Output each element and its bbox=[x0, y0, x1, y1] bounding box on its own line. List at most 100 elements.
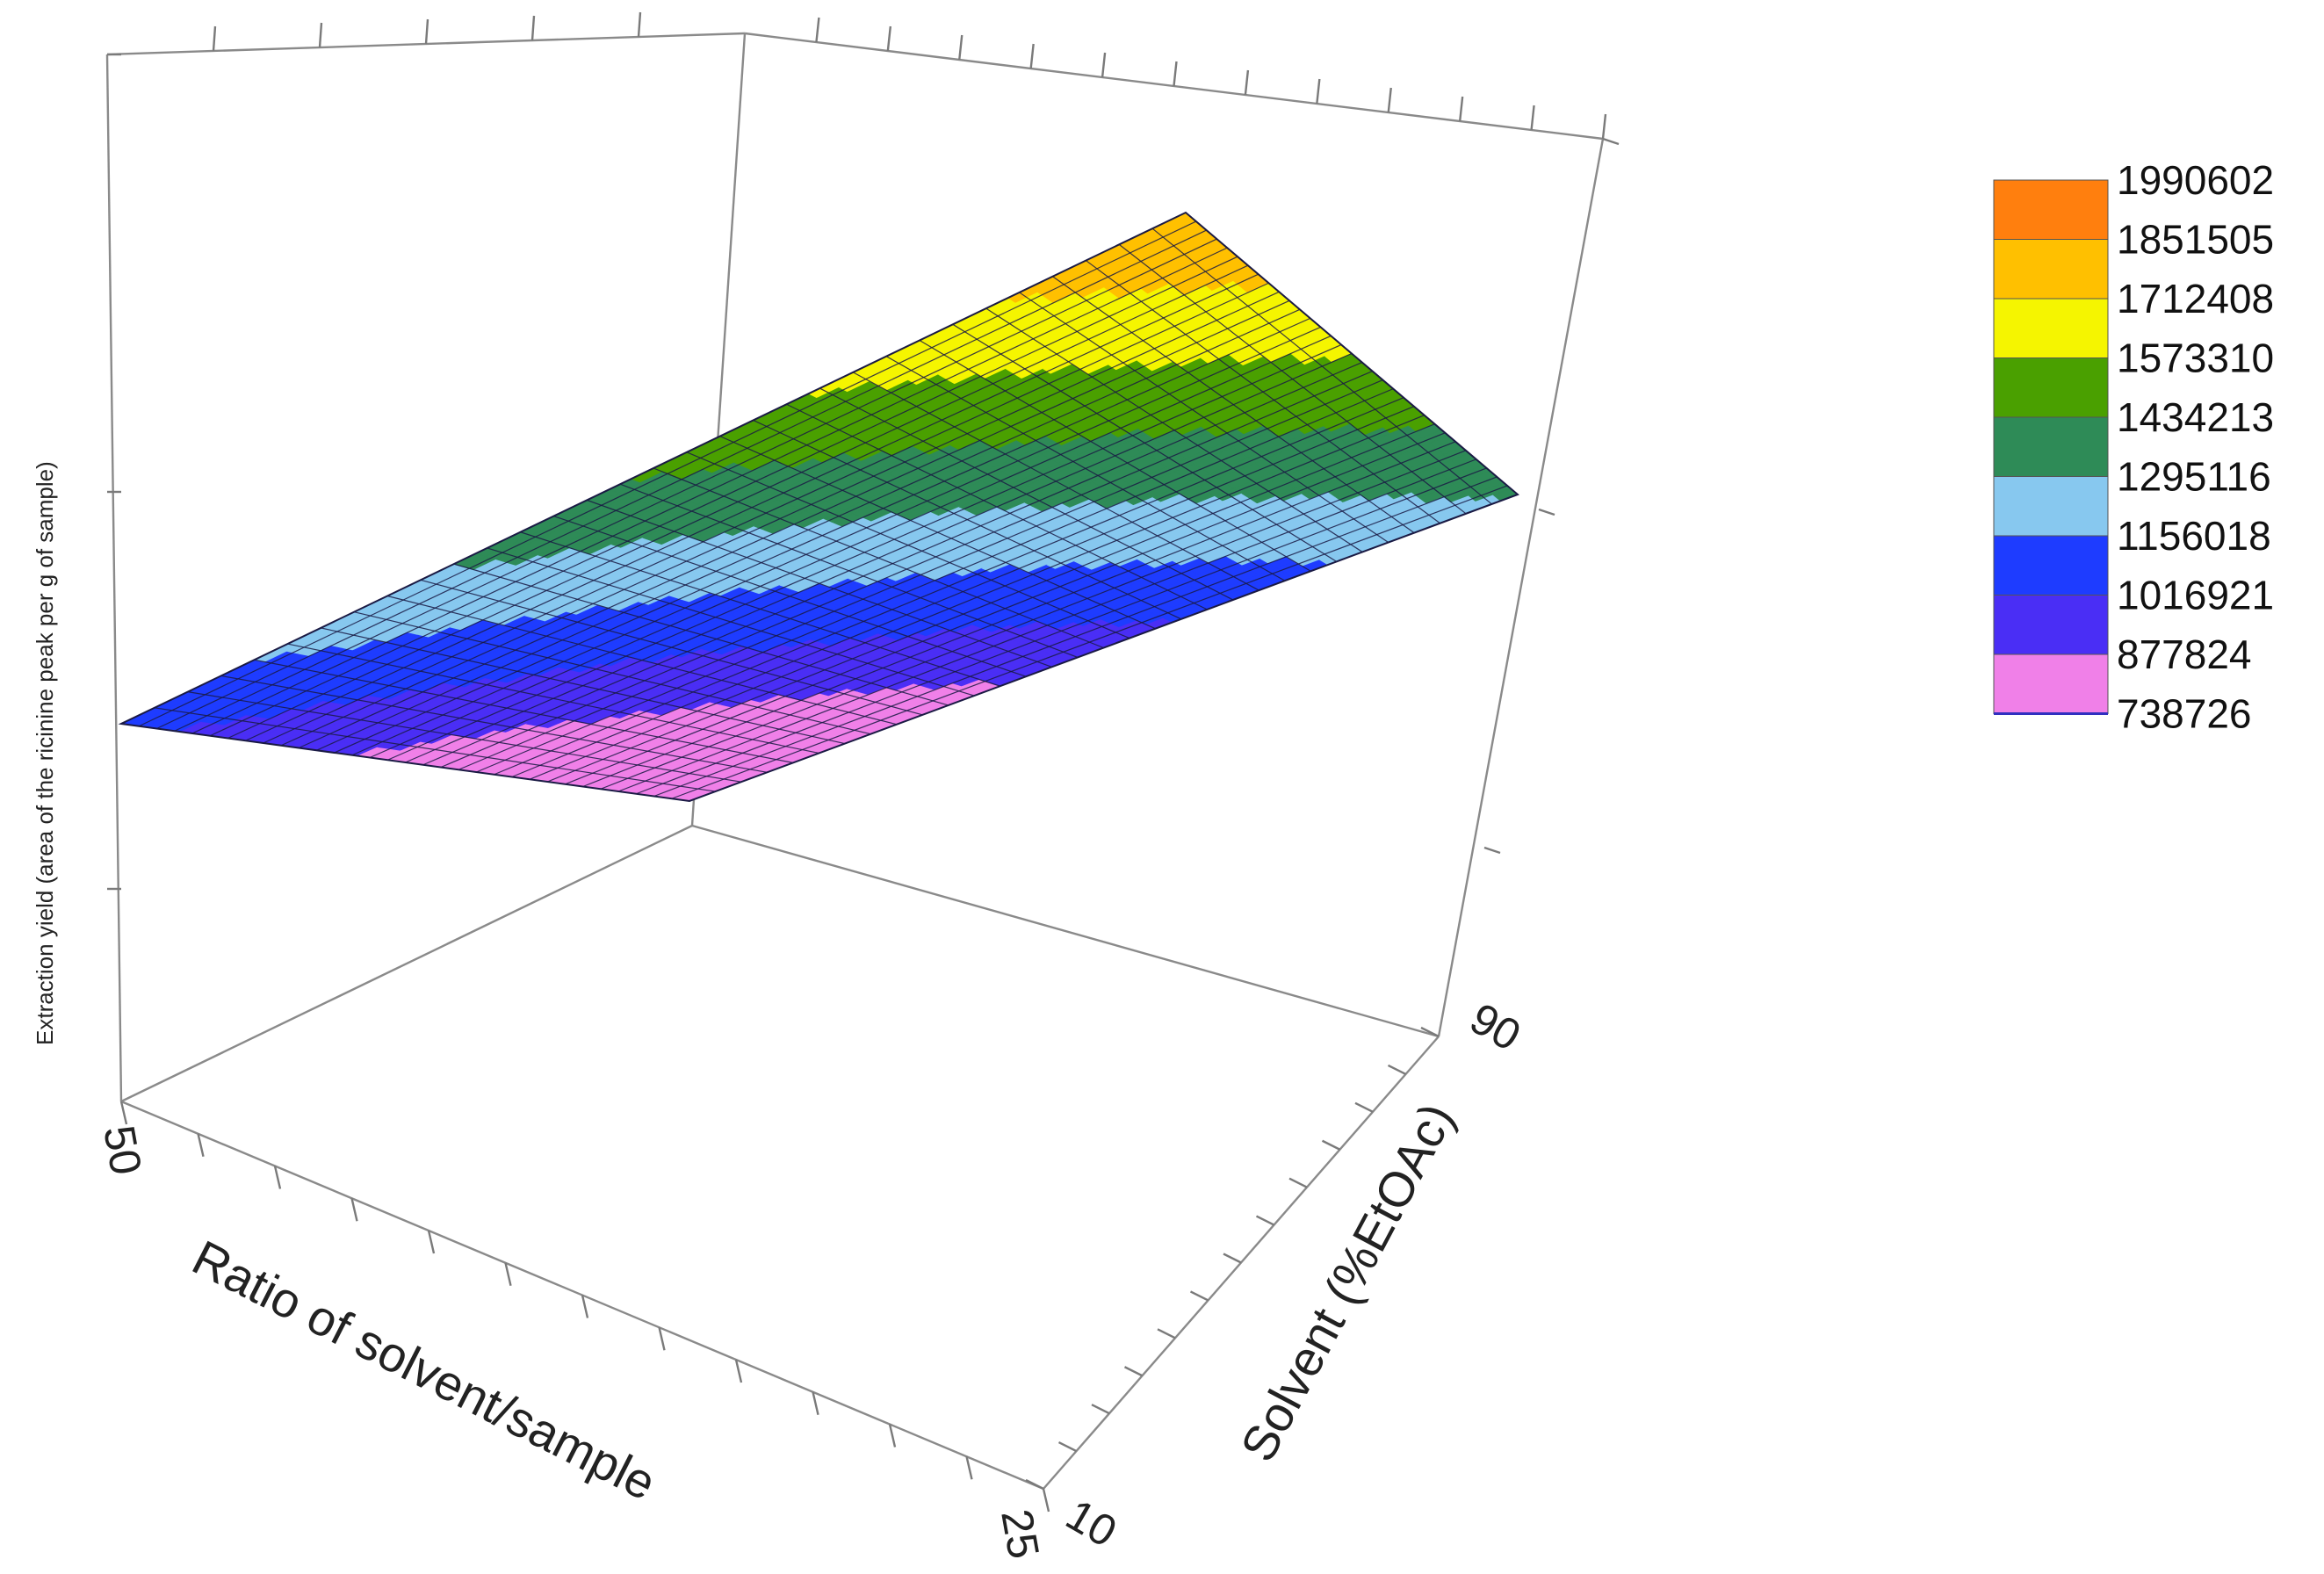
surface-mesh-line bbox=[582, 441, 1456, 788]
surface-mesh-line bbox=[1052, 276, 1415, 534]
surface-mesh-line bbox=[671, 485, 1508, 799]
x-axis-tick bbox=[197, 1133, 205, 1158]
surface-mesh-line bbox=[952, 323, 1338, 562]
surface-mesh-line bbox=[529, 415, 1425, 780]
surface-mesh-line bbox=[494, 397, 1404, 776]
axis-edge bbox=[1437, 138, 1605, 1037]
surface-mesh-line bbox=[919, 339, 1311, 572]
x-axis-tick bbox=[658, 1326, 666, 1351]
surface-mesh-line bbox=[617, 458, 1476, 792]
legend-swatch bbox=[1993, 239, 2109, 300]
y-axis-tick bbox=[1025, 1478, 1044, 1491]
legend-label: 877824 bbox=[2117, 632, 2252, 677]
axis-edge bbox=[120, 824, 693, 1103]
x-axis-tick bbox=[1042, 1488, 1050, 1513]
y-axis-tick bbox=[1057, 1441, 1078, 1453]
z-axis-tick bbox=[1602, 137, 1620, 146]
x-axis-tick bbox=[734, 1359, 743, 1383]
surface-mesh-line bbox=[565, 432, 1446, 785]
x-axis-label: Ratio of solvent/sample bbox=[184, 1230, 665, 1511]
x-tick-label: 25 bbox=[992, 1505, 1049, 1563]
legend-label: 1990602 bbox=[2117, 157, 2274, 203]
axis-edge bbox=[105, 54, 123, 1102]
y-tick-label: 90 bbox=[1462, 993, 1529, 1060]
legend-swatch bbox=[1993, 476, 2109, 537]
surface-mesh-line bbox=[600, 450, 1467, 790]
legend-swatch bbox=[1993, 298, 2109, 358]
top-tick bbox=[530, 15, 536, 41]
surface-mesh-line bbox=[422, 361, 1363, 766]
top-tick bbox=[1601, 113, 1607, 140]
surface-mesh-line bbox=[476, 388, 1394, 773]
x-axis-tick bbox=[888, 1424, 897, 1448]
legend-swatch bbox=[1993, 535, 2109, 596]
top-tick bbox=[1387, 87, 1392, 113]
top-tick bbox=[424, 18, 429, 45]
legend-label: 1434213 bbox=[2117, 394, 2274, 440]
z-axis-label: Extraction yield (area of the ricinine p… bbox=[32, 461, 58, 1045]
axis-edge bbox=[691, 824, 1440, 1038]
top-tick bbox=[1458, 96, 1464, 122]
x-axis-tick bbox=[350, 1197, 358, 1222]
legend-swatch bbox=[1993, 595, 2109, 655]
top-tick bbox=[1530, 105, 1535, 131]
color-legend: 1990602 1851505 1712408 1573310 1434213 12951… bbox=[1993, 157, 2274, 737]
top-tick bbox=[1316, 78, 1321, 105]
surface-mesh-line bbox=[1086, 260, 1440, 524]
legend-swatch bbox=[1993, 416, 2109, 477]
top-tick bbox=[212, 25, 217, 52]
x-axis-tick bbox=[812, 1391, 819, 1416]
surface-mesh-line bbox=[653, 476, 1498, 798]
surface-mesh-line bbox=[653, 467, 1104, 649]
y-axis-tick bbox=[1420, 1026, 1440, 1038]
x-axis-tick bbox=[273, 1166, 282, 1189]
surface-mesh-line bbox=[1151, 227, 1492, 505]
surface-mesh-line bbox=[786, 403, 1208, 610]
top-tick bbox=[1173, 61, 1178, 87]
x-tick-label: 50 bbox=[94, 1122, 151, 1179]
y-axis-tick bbox=[1354, 1101, 1374, 1113]
surface-mesh-line bbox=[1118, 243, 1467, 515]
legend-label: 1295116 bbox=[2117, 454, 2271, 500]
x-axis-tick bbox=[119, 1101, 128, 1125]
axis-ticks bbox=[107, 11, 1620, 1513]
y-axis-tick bbox=[1157, 1328, 1176, 1339]
surface-mesh-line bbox=[547, 423, 1435, 783]
surface-mesh-line bbox=[1019, 292, 1389, 544]
surface-mesh-line bbox=[719, 436, 1156, 630]
y-axis-tick bbox=[1387, 1064, 1407, 1075]
legend-label: 1851505 bbox=[2117, 217, 2274, 263]
surface-mesh-line bbox=[985, 307, 1363, 552]
x-axis-tick bbox=[581, 1295, 589, 1318]
legend-swatch bbox=[1993, 357, 2109, 418]
top-tick bbox=[318, 22, 323, 48]
surface-mesh-line bbox=[852, 372, 1259, 591]
top-tick bbox=[637, 11, 642, 38]
legend-label: 1156018 bbox=[2117, 513, 2271, 559]
y-axis-tick bbox=[1223, 1253, 1242, 1264]
z-axis-tick bbox=[1538, 508, 1555, 516]
surface-mesh-line bbox=[753, 419, 1182, 620]
legend-label: 1016921 bbox=[2117, 573, 2274, 618]
y-axis-tick bbox=[1189, 1290, 1209, 1302]
top-tick bbox=[1101, 52, 1107, 78]
surface-mesh-line bbox=[636, 467, 1487, 795]
surface-outline bbox=[118, 211, 1519, 803]
top-tick bbox=[958, 34, 964, 61]
y-axis-tick bbox=[1288, 1177, 1308, 1188]
top-tick bbox=[886, 25, 892, 52]
top-tick bbox=[1029, 43, 1035, 69]
legend-label: 1712408 bbox=[2117, 276, 2274, 321]
surface-mesh-line bbox=[819, 387, 1234, 601]
surface-mesh-line bbox=[885, 356, 1286, 581]
x-axis-tick bbox=[504, 1262, 512, 1287]
surface-mesh-line bbox=[458, 379, 1383, 770]
y-axis-tick bbox=[1321, 1139, 1341, 1151]
legend-swatch bbox=[1993, 179, 2109, 240]
y-axis-label: Solvent (%EtOAc) bbox=[1230, 1094, 1464, 1470]
surface-mesh-line bbox=[511, 406, 1415, 778]
x-axis-tick bbox=[427, 1230, 436, 1254]
surface-mesh-line bbox=[686, 451, 1130, 639]
